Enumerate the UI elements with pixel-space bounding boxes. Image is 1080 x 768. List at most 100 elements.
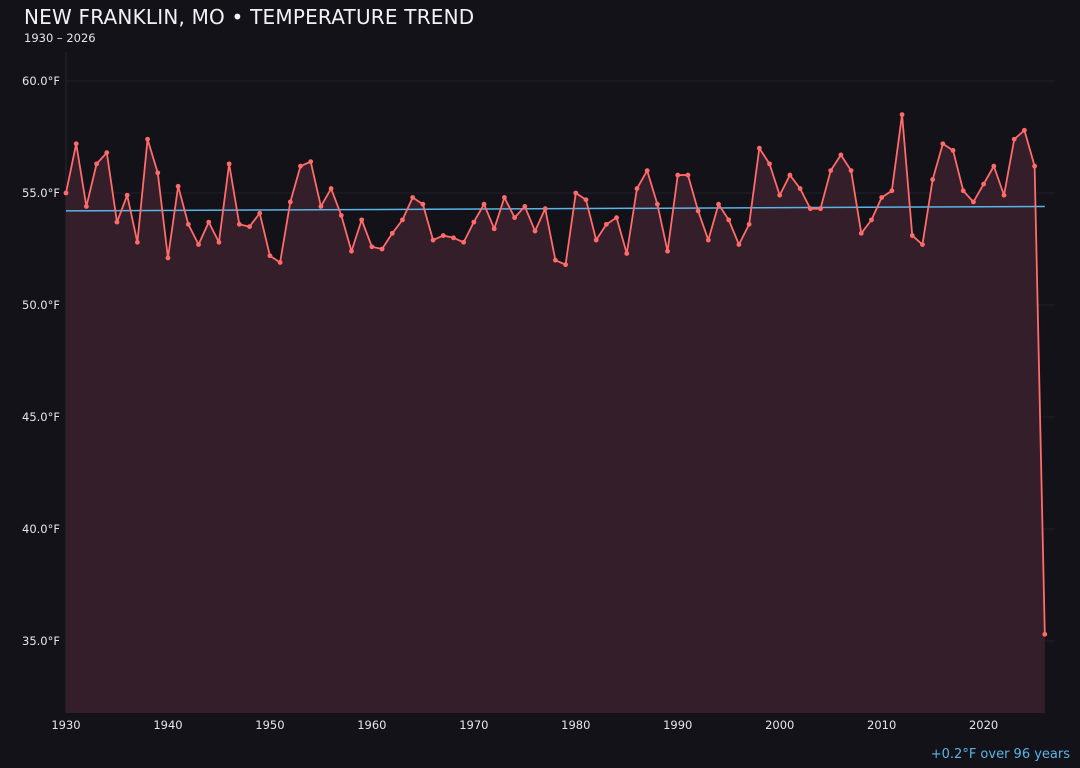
data-point: [889, 188, 895, 194]
data-point: [124, 192, 130, 198]
data-point: [461, 239, 467, 245]
data-point: [430, 237, 436, 243]
data-point: [991, 163, 997, 169]
data-point: [328, 186, 334, 191]
x-tick-label: 2000: [765, 718, 794, 732]
data-point: [94, 161, 99, 167]
data-point: [257, 210, 263, 216]
data-point: [359, 217, 365, 223]
data-point: [1001, 192, 1007, 198]
data-point: [818, 206, 823, 212]
data-point: [1042, 631, 1048, 637]
data-point: [614, 215, 619, 221]
data-point: [685, 172, 691, 178]
data-point: [563, 262, 568, 268]
data-point: [298, 163, 303, 169]
data-point: [491, 226, 497, 232]
data-point: [777, 192, 783, 198]
data-point: [308, 159, 314, 165]
y-tick-label: 55.0°F: [22, 186, 60, 200]
data-point: [451, 235, 456, 241]
data-point: [726, 217, 732, 223]
data-point: [746, 221, 752, 227]
data-point: [247, 224, 252, 230]
data-point: [899, 112, 905, 117]
x-tick-label: 1940: [153, 718, 182, 732]
data-point: [603, 221, 609, 227]
x-tick-label: 1990: [663, 718, 692, 732]
data-point: [634, 186, 640, 191]
x-tick-label: 1980: [561, 718, 590, 732]
data-point: [63, 190, 69, 196]
data-point: [705, 237, 711, 243]
data-point: [73, 141, 79, 147]
data-point: [787, 172, 793, 178]
y-tick-label: 60.0°F: [22, 74, 60, 88]
data-point: [665, 248, 670, 254]
data-point: [767, 161, 772, 167]
data-point: [1011, 136, 1017, 142]
x-tick-label: 2020: [969, 718, 998, 732]
data-point: [512, 215, 518, 221]
data-point: [838, 152, 844, 158]
data-point: [695, 208, 701, 214]
data-point: [879, 195, 885, 200]
data-point: [532, 228, 538, 234]
data-point: [971, 199, 976, 205]
data-point: [1022, 127, 1027, 133]
data-point: [930, 177, 936, 182]
data-point: [593, 237, 599, 243]
data-point: [104, 150, 110, 156]
x-tick-label: 1970: [459, 718, 488, 732]
chart-title: NEW FRANKLIN, MO • TEMPERATURE TREND: [24, 5, 475, 29]
data-point: [940, 141, 946, 147]
data-point: [236, 221, 242, 227]
data-point: [807, 206, 813, 212]
data-point: [277, 260, 283, 265]
data-point: [410, 195, 416, 200]
data-point: [379, 246, 385, 252]
y-tick-label: 45.0°F: [22, 410, 60, 424]
data-point: [736, 242, 742, 247]
data-point: [114, 219, 120, 225]
data-point: [950, 148, 956, 153]
data-point: [756, 145, 762, 151]
y-tick-label: 35.0°F: [22, 634, 60, 648]
data-point: [338, 213, 344, 218]
data-point: [216, 239, 222, 245]
data-point: [920, 242, 925, 247]
data-point: [165, 255, 171, 261]
data-point: [909, 233, 915, 238]
data-point: [624, 251, 630, 256]
data-point: [196, 242, 201, 247]
data-point: [869, 217, 874, 223]
y-tick-label: 40.0°F: [22, 522, 60, 536]
data-point: [226, 161, 232, 167]
data-point: [573, 190, 579, 196]
data-point: [318, 204, 324, 209]
data-point: [848, 168, 854, 174]
data-point: [522, 204, 528, 209]
x-tick-label: 1950: [255, 718, 284, 732]
data-point: [960, 188, 966, 194]
data-point: [716, 201, 721, 207]
data-point: [675, 172, 681, 178]
data-point: [185, 221, 191, 227]
trend-line: [65, 205, 1045, 212]
data-point: [175, 183, 181, 189]
data-point: [369, 244, 375, 250]
x-tick-label: 1930: [51, 718, 80, 732]
data-point: [502, 195, 507, 200]
data-point: [440, 233, 446, 238]
data-point: [542, 206, 548, 212]
data-point: [471, 219, 477, 225]
data-point: [134, 239, 140, 245]
data-point: [206, 219, 212, 225]
data-point: [797, 186, 803, 191]
x-tick-label: 2010: [867, 718, 896, 732]
data-point: [654, 201, 660, 207]
data-point: [267, 253, 273, 259]
data-point: [858, 230, 864, 236]
x-tick-label: 1960: [357, 718, 386, 732]
